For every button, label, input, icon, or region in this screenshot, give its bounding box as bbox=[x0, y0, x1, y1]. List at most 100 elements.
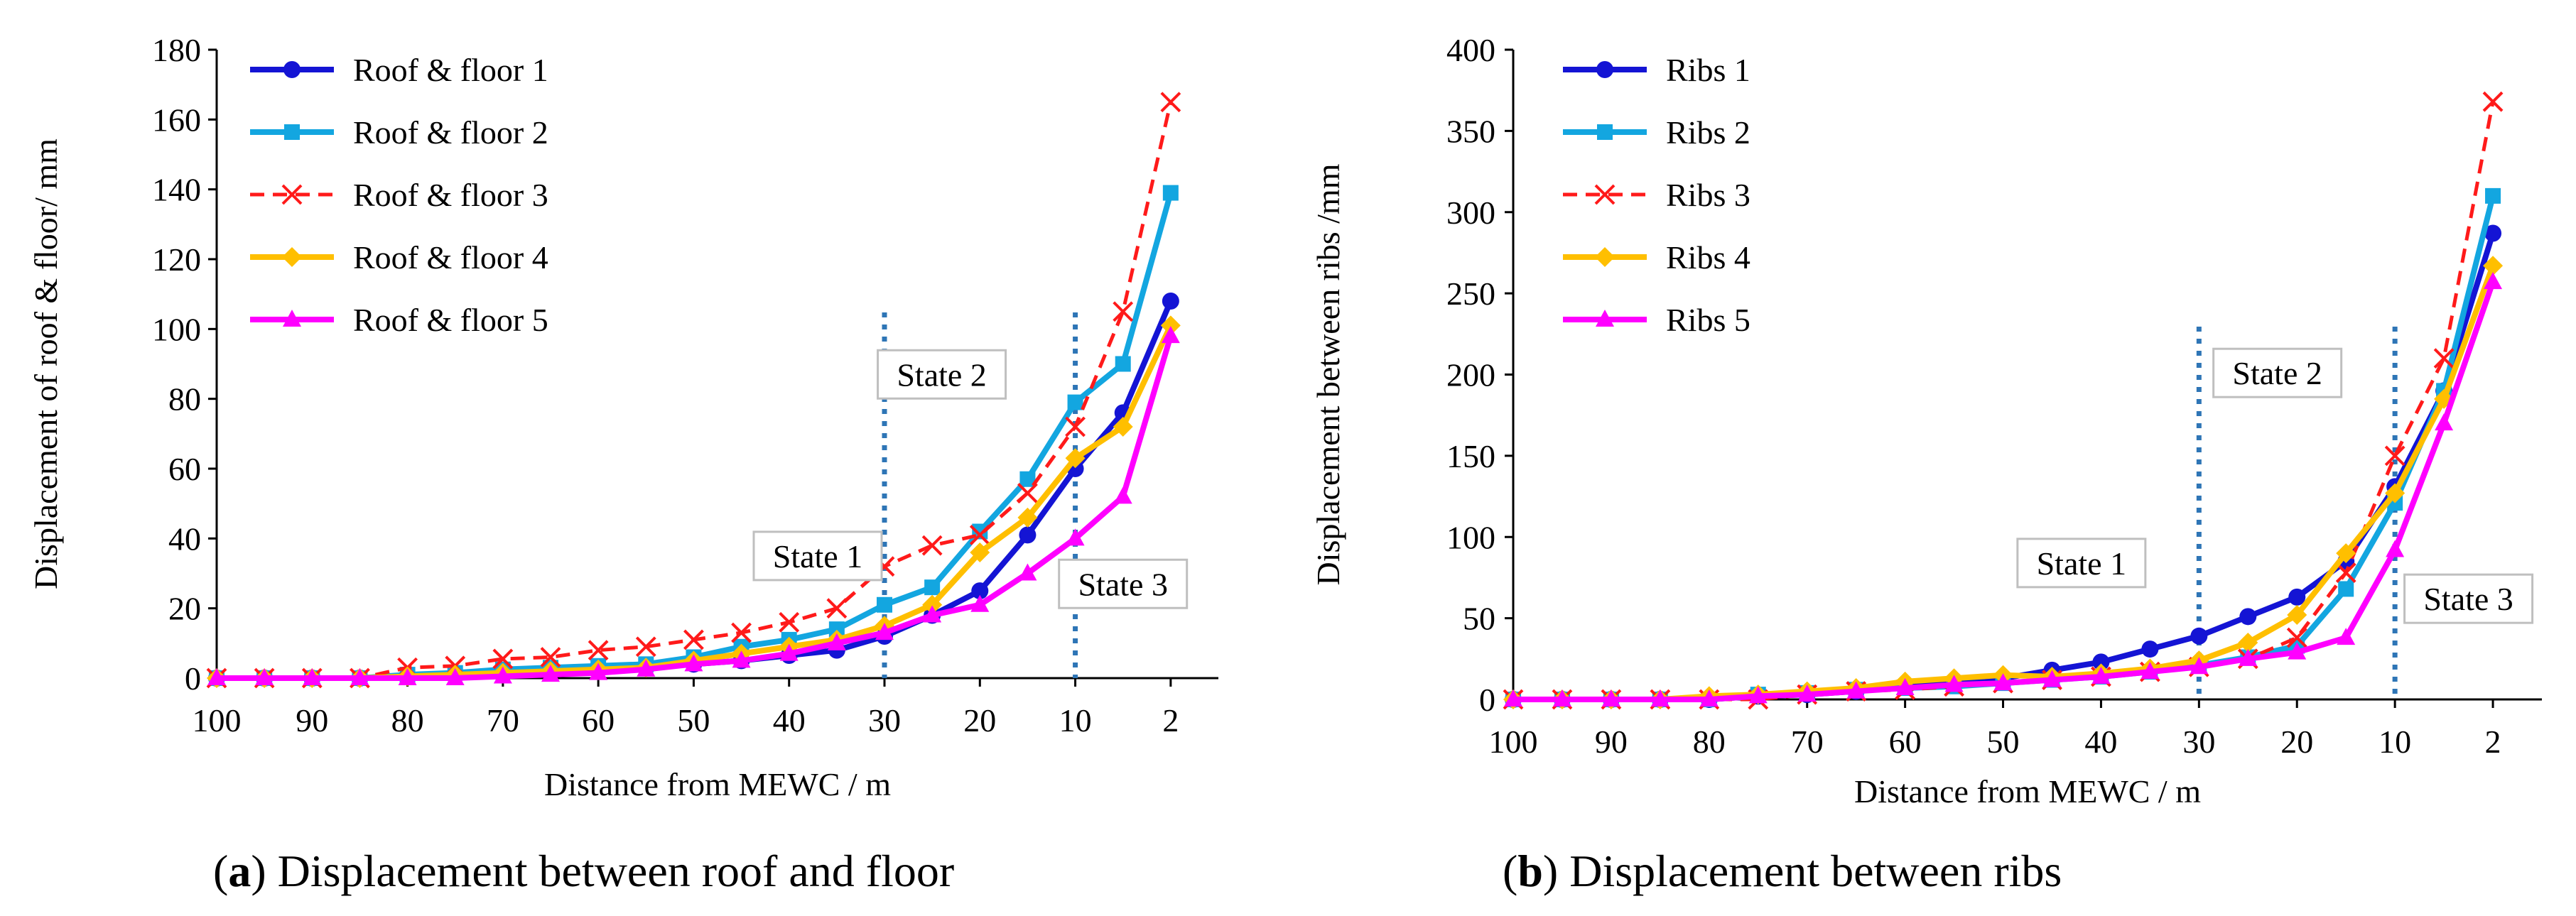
x-tick-label: 80 bbox=[391, 702, 424, 738]
y-tick-label: 120 bbox=[152, 241, 201, 278]
data-point bbox=[2433, 348, 2455, 369]
x-tick-label: 70 bbox=[1791, 724, 1824, 760]
data-point bbox=[2239, 608, 2257, 626]
x-tick-label: 2 bbox=[1162, 702, 1179, 738]
x-tick-label: 2 bbox=[2485, 724, 2501, 760]
data-point bbox=[2141, 640, 2159, 658]
y-tick-label: 100 bbox=[1446, 519, 1495, 555]
data-point bbox=[970, 594, 990, 612]
data-point bbox=[877, 596, 892, 613]
data-point bbox=[207, 668, 226, 685]
legend-label: Ribs 2 bbox=[1666, 114, 1750, 151]
data-point bbox=[826, 598, 848, 619]
data-point bbox=[2239, 648, 2258, 666]
legend-label: Roof & floor 2 bbox=[353, 114, 548, 151]
x-axis-label: Distance from MEWC / m bbox=[1854, 773, 2201, 809]
data-point bbox=[1160, 315, 1181, 336]
data-point bbox=[2386, 540, 2405, 557]
legend-marker bbox=[283, 61, 301, 78]
data-point bbox=[683, 629, 704, 650]
state-annotation-box bbox=[2403, 573, 2534, 624]
series-1 bbox=[1505, 224, 2502, 708]
data-point bbox=[969, 525, 990, 545]
x-tick-label: 60 bbox=[1889, 724, 1922, 760]
data-point bbox=[2238, 632, 2258, 653]
y-tick-label: 60 bbox=[168, 451, 201, 487]
data-point bbox=[779, 643, 799, 661]
legend-marker bbox=[1596, 61, 1613, 78]
data-point bbox=[828, 621, 845, 638]
data-point bbox=[255, 668, 274, 685]
data-point bbox=[1846, 681, 1866, 699]
data-point bbox=[2288, 642, 2307, 660]
data-point bbox=[2190, 627, 2208, 645]
data-point bbox=[2384, 445, 2405, 467]
x-axis-label: Distance from MEWC / m bbox=[544, 766, 891, 802]
data-point bbox=[1113, 486, 1132, 504]
x-tick-label: 50 bbox=[677, 702, 710, 738]
state-annotation-box bbox=[2212, 347, 2343, 398]
data-point bbox=[1067, 394, 1083, 410]
y-tick-label: 350 bbox=[1446, 113, 1495, 149]
data-point bbox=[2483, 256, 2504, 276]
x-tick-label: 40 bbox=[773, 702, 806, 738]
data-point bbox=[1162, 293, 1179, 310]
data-point bbox=[1993, 673, 2013, 691]
data-point bbox=[588, 640, 609, 661]
data-point bbox=[2385, 483, 2405, 503]
data-point bbox=[1065, 416, 1086, 437]
series-line bbox=[1513, 195, 2496, 702]
x-tick-label: 100 bbox=[193, 702, 242, 738]
panel-b-caption: (b) Displacement between ribs bbox=[1503, 846, 2062, 896]
data-point bbox=[921, 535, 943, 556]
legend-marker bbox=[282, 247, 302, 267]
data-point bbox=[1017, 483, 1038, 503]
y-tick-label: 50 bbox=[1463, 601, 1495, 637]
data-point bbox=[2482, 91, 2504, 112]
panel-b-caption-label: b bbox=[1517, 846, 1543, 896]
y-tick-label: 250 bbox=[1446, 276, 1495, 312]
series-line bbox=[217, 335, 1174, 681]
data-point bbox=[1017, 507, 1038, 528]
series-5 bbox=[1504, 272, 2503, 707]
x-tick-label: 10 bbox=[1059, 702, 1092, 738]
panel-b-caption-text: Displacement between ribs bbox=[1558, 846, 2062, 896]
panel-a-chart: 0 20 40 60 80 100 120 140 160 180 100 90 80 70 60 50 40 3… bbox=[28, 32, 1218, 802]
data-point bbox=[303, 668, 322, 685]
data-point bbox=[637, 659, 656, 677]
legend-marker bbox=[1594, 184, 1616, 205]
y-tick-label: 160 bbox=[152, 102, 201, 138]
data-point bbox=[2042, 670, 2062, 687]
data-point bbox=[1161, 326, 1180, 344]
data-point bbox=[1113, 301, 1134, 322]
data-point bbox=[2288, 588, 2306, 606]
x-tick-label: 20 bbox=[2280, 724, 2313, 760]
data-point bbox=[493, 666, 512, 684]
state-annotation-label: State 1 bbox=[2037, 545, 2126, 582]
data-point bbox=[827, 633, 846, 650]
y-tick-label: 400 bbox=[1446, 32, 1495, 68]
data-point bbox=[1504, 689, 1522, 707]
panel-a-caption-text: Displacement between roof and floor bbox=[266, 846, 955, 896]
y-tick-label: 200 bbox=[1446, 357, 1495, 393]
x-tick-label: 100 bbox=[1489, 724, 1538, 760]
data-point bbox=[635, 636, 656, 658]
x-tick-label: 80 bbox=[1693, 724, 1726, 760]
data-point bbox=[540, 647, 561, 667]
data-point bbox=[970, 542, 990, 562]
legend-label: Ribs 5 bbox=[1666, 302, 1750, 338]
data-point bbox=[1065, 448, 1086, 469]
data-point bbox=[2338, 581, 2354, 597]
y-tick-label: 180 bbox=[152, 32, 201, 68]
data-point bbox=[2485, 187, 2501, 204]
y-tick-label: 40 bbox=[168, 520, 201, 557]
data-point bbox=[1019, 471, 1036, 487]
data-point bbox=[350, 668, 369, 685]
data-point bbox=[1115, 356, 1131, 372]
data-point bbox=[875, 623, 894, 640]
data-point bbox=[2141, 662, 2160, 680]
data-point bbox=[779, 611, 800, 633]
panel-b-chart: 0 50 100 150 200 250 300 350 400 100 90 80 70 60 50 40 3… bbox=[1310, 32, 2542, 809]
x-tick-label: 90 bbox=[296, 702, 328, 738]
